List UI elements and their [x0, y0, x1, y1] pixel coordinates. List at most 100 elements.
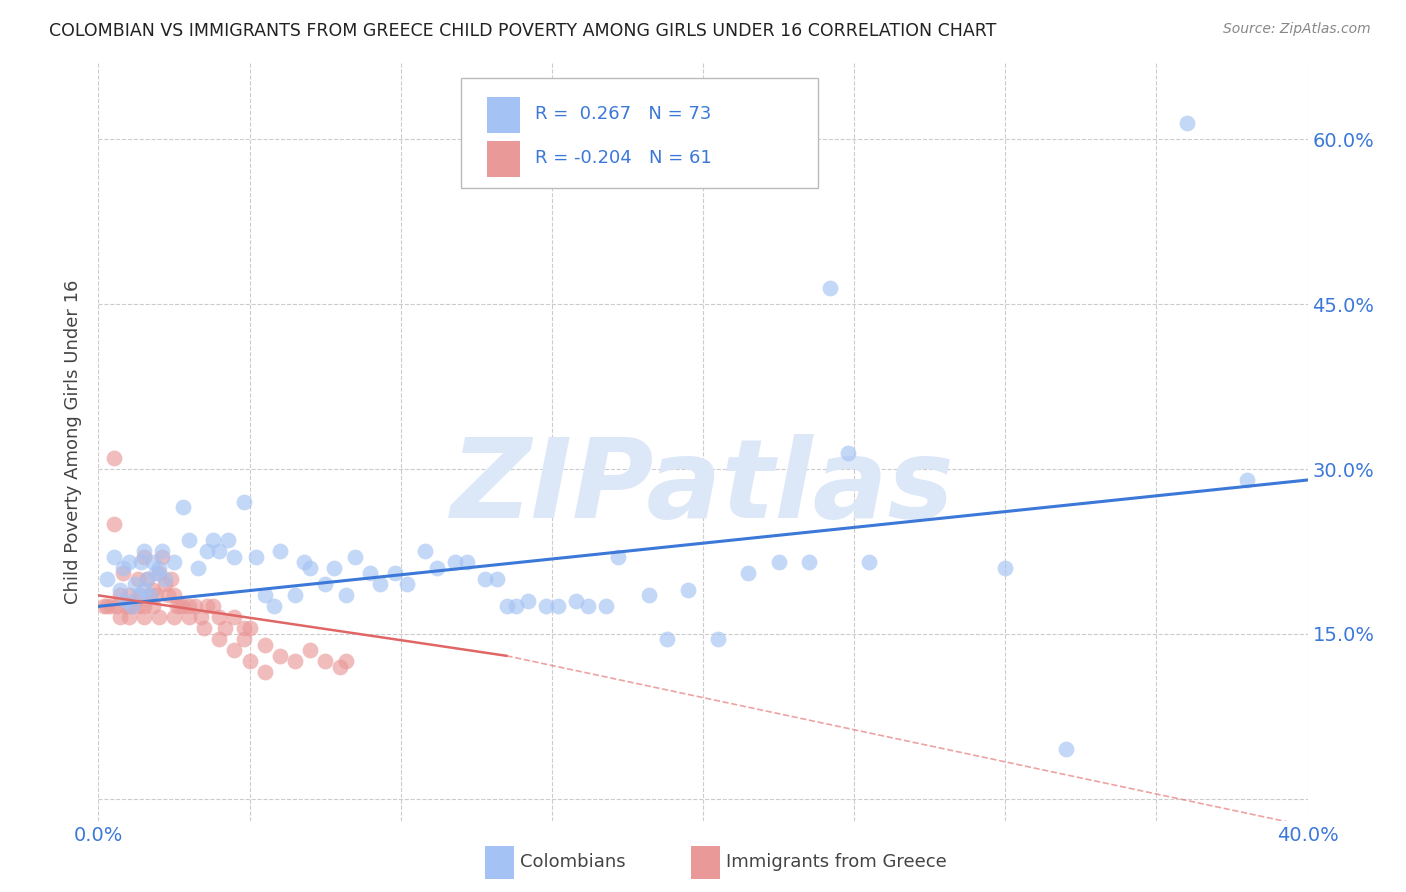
Point: [163, 610, 186, 624]
Point: [150, 549, 173, 564]
Text: R =  0.267   N = 73: R = 0.267 N = 73: [534, 105, 711, 123]
Point: [179, 610, 201, 624]
Point: [190, 610, 212, 624]
Point: [224, 643, 246, 657]
Y-axis label: Child Poverty Among Girls Under 16: Child Poverty Among Girls Under 16: [65, 279, 83, 604]
Point: [335, 588, 357, 602]
Point: [232, 495, 254, 509]
Text: Immigrants from Greece: Immigrants from Greece: [725, 854, 946, 871]
Point: [118, 588, 141, 602]
Point: [224, 549, 246, 564]
Point: [607, 549, 630, 564]
Point: [163, 556, 186, 570]
Point: [655, 632, 678, 647]
Point: [284, 654, 307, 668]
Point: [344, 549, 367, 564]
Point: [148, 561, 170, 575]
Point: [132, 549, 155, 564]
Point: [127, 572, 149, 586]
Point: [118, 610, 141, 624]
Point: [263, 599, 285, 614]
Point: [166, 599, 188, 614]
Point: [208, 544, 231, 558]
Point: [150, 544, 173, 558]
Text: ZIPatlas: ZIPatlas: [451, 434, 955, 541]
Point: [172, 599, 194, 614]
Bar: [486, 96, 520, 133]
Point: [232, 632, 254, 647]
Point: [208, 632, 231, 647]
Point: [413, 544, 436, 558]
Bar: [486, 141, 520, 177]
Point: [595, 599, 617, 614]
Point: [135, 572, 157, 586]
Point: [148, 610, 170, 624]
Point: [142, 582, 165, 597]
Point: [145, 588, 167, 602]
Point: [565, 594, 588, 608]
Point: [837, 445, 859, 459]
Point: [172, 500, 194, 515]
Point: [329, 660, 352, 674]
Point: [368, 577, 391, 591]
Point: [132, 582, 155, 597]
Point: [111, 566, 134, 581]
Text: Source: ZipAtlas.com: Source: ZipAtlas.com: [1223, 22, 1371, 37]
Point: [93, 599, 115, 614]
Point: [707, 632, 730, 647]
Point: [253, 638, 276, 652]
Point: [818, 281, 841, 295]
Point: [108, 582, 131, 597]
Point: [1236, 473, 1258, 487]
Text: COLOMBIAN VS IMMIGRANTS FROM GREECE CHILD POVERTY AMONG GIRLS UNDER 16 CORRELATI: COLOMBIAN VS IMMIGRANTS FROM GREECE CHIL…: [49, 22, 997, 40]
Point: [114, 594, 136, 608]
Point: [132, 544, 155, 558]
Point: [245, 549, 267, 564]
Point: [124, 594, 146, 608]
Point: [676, 582, 699, 597]
Point: [253, 665, 276, 680]
Point: [516, 594, 538, 608]
Point: [139, 588, 162, 602]
Point: [224, 610, 246, 624]
Point: [486, 572, 509, 586]
Point: [456, 556, 478, 570]
Point: [195, 544, 218, 558]
Point: [994, 561, 1017, 575]
Point: [121, 599, 143, 614]
Point: [239, 621, 262, 635]
Point: [335, 654, 357, 668]
Point: [292, 556, 315, 570]
Point: [395, 577, 418, 591]
Bar: [690, 846, 720, 879]
Bar: [485, 846, 515, 879]
Point: [121, 599, 143, 614]
Point: [96, 599, 118, 614]
Point: [1054, 742, 1077, 756]
Point: [129, 588, 152, 602]
Point: [163, 588, 186, 602]
Point: [187, 561, 209, 575]
Point: [108, 588, 131, 602]
Point: [547, 599, 569, 614]
Point: [202, 599, 225, 614]
Point: [184, 599, 207, 614]
Point: [169, 599, 191, 614]
Point: [139, 588, 162, 602]
Point: [576, 599, 599, 614]
Point: [637, 588, 659, 602]
Text: Colombians: Colombians: [520, 854, 626, 871]
Point: [124, 577, 146, 591]
Point: [384, 566, 406, 581]
Point: [505, 599, 527, 614]
Point: [100, 599, 122, 614]
Point: [118, 556, 141, 570]
Point: [444, 556, 467, 570]
Point: [284, 588, 307, 602]
FancyBboxPatch shape: [461, 78, 818, 187]
Point: [323, 561, 346, 575]
Point: [737, 566, 759, 581]
Point: [239, 654, 262, 668]
Point: [195, 599, 218, 614]
Point: [202, 533, 225, 548]
